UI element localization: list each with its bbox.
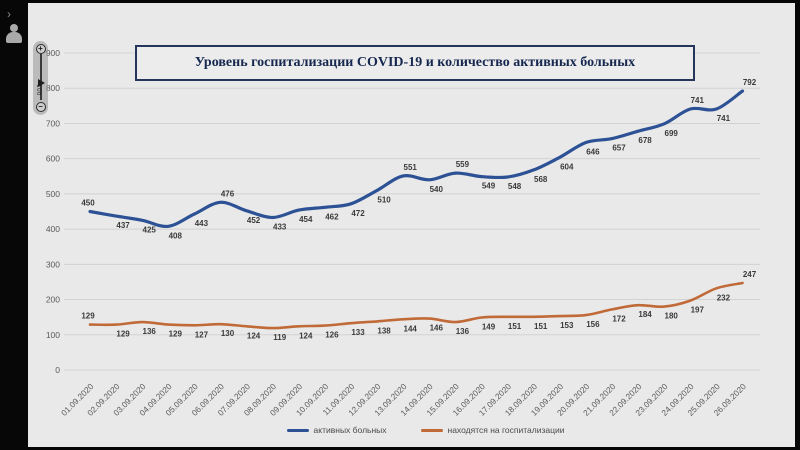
- chart-title-box: Уровень госпитализации COVID-19 и количе…: [135, 45, 695, 81]
- data-label: 792: [743, 78, 757, 87]
- data-label: 450: [81, 199, 95, 208]
- data-label: 559: [456, 160, 470, 169]
- data-label: 119: [273, 333, 286, 342]
- data-label: 232: [717, 293, 731, 302]
- data-label: 184: [638, 310, 652, 319]
- data-label: 472: [351, 209, 365, 218]
- data-label: 408: [169, 231, 183, 240]
- data-label: 129: [169, 330, 183, 339]
- expand-chevron-icon[interactable]: ›: [7, 7, 11, 21]
- zoom-slider[interactable]: + 100 −: [33, 41, 48, 115]
- y-tick-label: 500: [46, 189, 60, 199]
- user-icon-head: [10, 24, 18, 32]
- user-icon-body: [6, 32, 22, 43]
- data-label: 124: [247, 331, 261, 340]
- zoom-out-icon[interactable]: −: [35, 102, 46, 112]
- data-label: 646: [586, 147, 600, 156]
- data-label: 443: [195, 219, 209, 228]
- zoom-in-icon[interactable]: +: [35, 44, 46, 54]
- data-label: 425: [143, 225, 157, 234]
- shared-screen: + 100 − Уровень госпитализации COVID-19 …: [28, 3, 795, 447]
- data-label: 136: [456, 327, 470, 336]
- data-label: 151: [508, 322, 522, 331]
- data-label: 548: [508, 182, 522, 191]
- data-label: 510: [377, 195, 391, 204]
- chart-legend: активных больных находятся на госпитализ…: [42, 425, 800, 435]
- data-label: 136: [143, 327, 157, 336]
- data-label: 604: [560, 162, 574, 171]
- data-label: 129: [81, 312, 95, 321]
- chart-title: Уровень госпитализации COVID-19 и количе…: [194, 55, 636, 70]
- chart-canvas: 010020030040050060070080090001.09.202002…: [46, 48, 760, 418]
- data-label: 197: [691, 306, 705, 315]
- data-label: 126: [325, 331, 339, 340]
- y-tick-label: 100: [46, 330, 60, 340]
- data-label: 437: [116, 221, 130, 230]
- legend-label: находятся на госпитализации: [447, 425, 565, 435]
- data-label: 127: [195, 330, 209, 339]
- data-label: 151: [534, 322, 548, 331]
- data-label: 146: [430, 324, 444, 333]
- data-label: 130: [221, 329, 235, 338]
- y-tick-label: 600: [46, 154, 60, 164]
- y-tick-label: 700: [46, 118, 60, 128]
- data-label: 741: [717, 114, 731, 123]
- legend-item-active-patients: активных больных: [286, 425, 387, 435]
- data-label: 657: [612, 144, 626, 153]
- data-label: 129: [116, 330, 130, 339]
- series-line-0: [88, 89, 745, 229]
- y-tick-label: 200: [46, 295, 60, 305]
- data-label: 551: [404, 163, 418, 172]
- data-label: 454: [299, 215, 313, 224]
- data-label: 133: [351, 328, 365, 337]
- data-label: 180: [665, 312, 679, 321]
- data-label: 540: [430, 185, 444, 194]
- y-tick-label: 800: [46, 83, 60, 93]
- data-label: 433: [273, 222, 287, 231]
- y-tick-label: 300: [46, 259, 60, 269]
- data-label: 138: [377, 326, 391, 335]
- zoom-slider-track[interactable]: [40, 54, 42, 100]
- data-label: 156: [586, 320, 600, 329]
- data-label: 153: [560, 321, 574, 330]
- data-label: 144: [404, 324, 418, 333]
- data-label: 247: [743, 270, 757, 279]
- legend-label: активных больных: [313, 425, 387, 435]
- zoom-slider-thumb[interactable]: [38, 79, 45, 87]
- data-label: 462: [325, 212, 339, 221]
- data-label: 476: [221, 189, 235, 198]
- data-label: 549: [482, 182, 496, 191]
- data-label: 568: [534, 175, 548, 184]
- zoom-slider-value: 100: [34, 84, 41, 96]
- series-line-1: [88, 281, 744, 330]
- data-label: 699: [665, 129, 679, 138]
- data-label: 124: [299, 331, 313, 340]
- legend-swatch-blue: [286, 428, 309, 432]
- data-label: 741: [691, 96, 705, 105]
- y-tick-label: 400: [46, 224, 60, 234]
- data-label: 172: [612, 314, 626, 323]
- data-label: 149: [482, 323, 496, 332]
- data-label: 452: [247, 216, 261, 225]
- y-tick-label: 0: [55, 365, 60, 375]
- user-icon[interactable]: [5, 24, 23, 44]
- app-rail: ›: [0, 0, 28, 450]
- legend-item-hospitalized: находятся на госпитализации: [420, 425, 565, 435]
- data-label: 678: [638, 136, 652, 145]
- legend-swatch-orange: [420, 428, 443, 432]
- y-tick-label: 900: [46, 48, 60, 58]
